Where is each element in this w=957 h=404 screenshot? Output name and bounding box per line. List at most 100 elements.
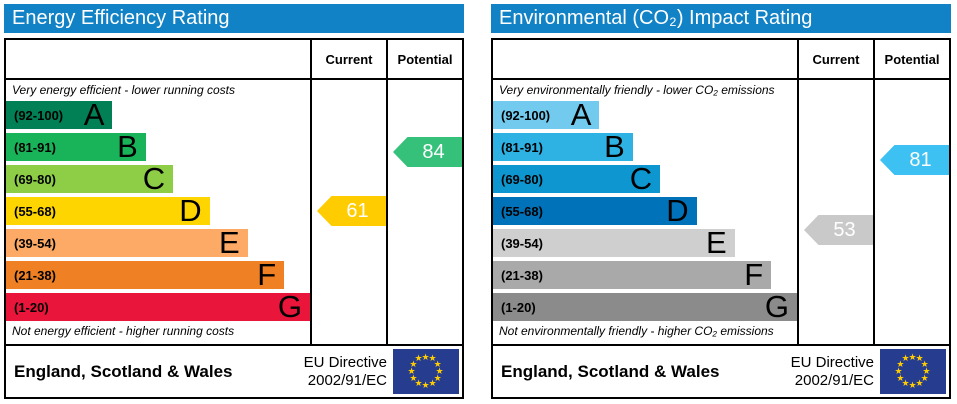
eu-flag-star: ★ — [428, 353, 437, 364]
band-letter: C — [142, 161, 166, 196]
bottom-caption: Not energy efficient - higher running co… — [12, 324, 235, 338]
bands: (92-100) A (81-91) B (69-80) C (55-68) D (39-54)… — [6, 97, 310, 324]
band-letter: B — [604, 129, 625, 164]
eu-flag-star: ★ — [920, 358, 929, 369]
band-letter: A — [570, 97, 592, 132]
band-E: (39-54) E — [6, 225, 248, 260]
eu-flag-star: ★ — [414, 377, 423, 388]
band-E: (39-54) E — [493, 225, 735, 260]
band-range-label: (1-20) — [501, 299, 536, 315]
potential-col: 84 — [386, 80, 462, 344]
header-spacer — [493, 40, 797, 78]
header-row: Current Potential — [493, 40, 949, 80]
eu-flag-star: ★ — [896, 372, 905, 383]
eu-flag-star: ★ — [908, 351, 917, 362]
bands-cell: Very energy efficient - lower running co… — [6, 80, 310, 344]
eu-directive-line2: 2002/91/EC — [307, 371, 387, 389]
band-range-label: (69-80) — [14, 171, 56, 187]
band-A: (92-100) A — [493, 97, 600, 132]
current-col: 61 — [310, 80, 386, 344]
potential-rating-arrow: 84 — [393, 137, 462, 167]
band-C: (69-80) C — [493, 161, 661, 196]
band-A: (92-100) A — [6, 97, 113, 132]
chart-title: Environmental (CO₂) Impact Rating — [491, 4, 951, 33]
chart-title: Energy Efficiency Rating — [4, 4, 464, 33]
potential-rating-arrow: 81 — [880, 145, 949, 175]
body-row: Very energy efficient - lower running co… — [6, 80, 462, 344]
band-range-label: (21-38) — [14, 267, 56, 283]
bottom-caption: Not environmentally friendly - higher CO… — [499, 324, 774, 338]
band-D: (55-68) D — [6, 193, 210, 228]
eu-flag-star: ★ — [894, 365, 903, 376]
band-range-label: (81-91) — [14, 139, 56, 155]
body-row: Very environmentally friendly - lower CO… — [493, 80, 949, 344]
eu-flag-star: ★ — [421, 379, 430, 390]
environmental-impact-chart: Environmental (CO₂) Impact Rating Curren… — [491, 4, 951, 399]
band-G: (1-20) G — [6, 289, 310, 324]
eu-flag-star: ★ — [433, 358, 442, 369]
band-range-label: (69-80) — [501, 171, 543, 187]
eu-flag-star: ★ — [908, 379, 917, 390]
eu-flag-star: ★ — [901, 377, 910, 388]
band-range-label: (92-100) — [14, 107, 64, 123]
header-spacer — [6, 40, 310, 78]
eu-flag-star: ★ — [433, 372, 442, 383]
band-letter: C — [629, 161, 653, 196]
eu-directive-line2: 2002/91/EC — [794, 371, 874, 389]
band-B: (81-91) B — [6, 129, 146, 164]
region-label: England, Scotland & Wales — [14, 361, 233, 381]
band-G: (1-20) G — [493, 291, 797, 322]
potential-column-header: Potential — [386, 40, 462, 78]
region-label: England, Scotland & Wales — [501, 361, 720, 381]
rating-table: Current Potential Very energy efficient … — [4, 38, 464, 399]
top-caption: Very energy efficient - lower running co… — [12, 83, 235, 97]
band-letter: B — [117, 129, 138, 164]
band-F: (21-38) F — [493, 257, 772, 292]
band-range-label: (21-38) — [501, 267, 543, 283]
eu-flag-star: ★ — [435, 365, 444, 376]
eu-flag-icon: ★ ★ ★ ★ ★ ★ ★ ★ ★ ★ ★ ★ — [393, 349, 459, 394]
band-range-label: (39-54) — [501, 235, 543, 251]
band-F: (21-38) F — [6, 259, 285, 290]
eu-directive-label: EU Directive 2002/91/EC — [791, 354, 874, 390]
eu-flag-star: ★ — [409, 358, 418, 369]
energy-efficiency-chart: Energy Efficiency Rating Current Potenti… — [4, 4, 464, 399]
top-caption: Very environmentally friendly - lower CO… — [499, 83, 775, 97]
band-C: (69-80) C — [6, 161, 174, 196]
current-rating-arrow: 53 — [804, 215, 873, 245]
band-D: (55-68) D — [493, 195, 697, 226]
eu-flag-star: ★ — [915, 377, 924, 388]
rating-table: Current Potential Very environmentally f… — [491, 38, 951, 399]
header-row: Current Potential — [6, 40, 462, 80]
band-letter: E — [218, 225, 240, 260]
band-letter: D — [179, 193, 202, 228]
current-rating-arrow: 61 — [317, 196, 386, 226]
potential-col: 81 — [873, 80, 949, 344]
footer-row: England, Scotland & Wales EU Directive 2… — [6, 344, 462, 397]
band-letter: E — [705, 225, 727, 260]
current-col: 53 — [797, 80, 873, 344]
eu-flag-star: ★ — [409, 372, 418, 383]
band-letter: G — [277, 289, 302, 324]
bands: (92-100) A (81-91) B (69-80) C (55-68) D (39-54)… — [493, 97, 797, 322]
eu-flag-star: ★ — [920, 372, 929, 383]
band-range-label: (39-54) — [14, 235, 56, 251]
band-range-label: (92-100) — [501, 107, 551, 123]
band-B: (81-91) B — [493, 129, 633, 164]
potential-column-header: Potential — [873, 40, 949, 78]
band-range-label: (55-68) — [14, 203, 56, 219]
band-range-label: (1-20) — [14, 299, 49, 315]
eu-flag-star: ★ — [922, 365, 931, 376]
band-letter: A — [83, 97, 105, 132]
eu-flag-star: ★ — [428, 377, 437, 388]
eu-flag-star: ★ — [896, 358, 905, 369]
eu-flag-star: ★ — [414, 353, 423, 364]
footer-row: England, Scotland & Wales EU Directive 2… — [493, 344, 949, 397]
eu-flag-star: ★ — [421, 351, 430, 362]
band-range-label: (55-68) — [501, 203, 543, 219]
eu-directive-line1: EU Directive — [790, 353, 874, 371]
eu-flag-icon: ★ ★ ★ ★ ★ ★ ★ ★ ★ ★ ★ ★ — [880, 349, 946, 394]
current-column-header: Current — [797, 40, 873, 78]
band-letter: F — [744, 257, 764, 292]
